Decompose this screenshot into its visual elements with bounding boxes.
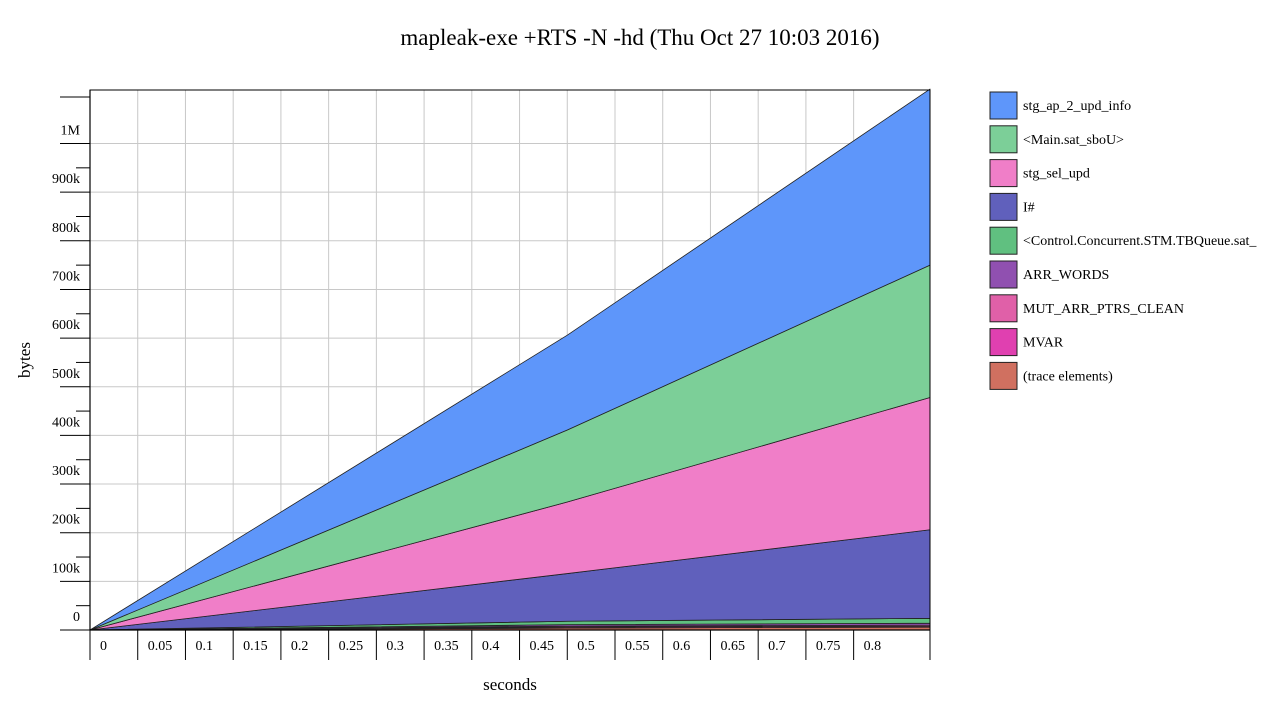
x-axis-label: seconds (483, 675, 537, 694)
legend-label: stg_ap_2_upd_info (1023, 99, 1131, 114)
x-tick-label: 0.6 (673, 639, 691, 654)
legend-label: (trace elements) (1023, 369, 1113, 384)
y-tick-label: 600k (52, 318, 80, 333)
legend-label: <Main.sat_sboU> (1023, 133, 1124, 148)
y-tick-label: 100k (52, 561, 80, 576)
y-tick-label: 900k (52, 172, 80, 187)
y-axis-ticks: 0 100k 200k 300k 400k 500k 600k 700k 800k 900k 1M (52, 96, 90, 631)
x-tick-label: 0.2 (291, 639, 309, 654)
x-tick-label: 0.5 (577, 639, 595, 654)
legend-label: MVAR (1023, 336, 1064, 351)
x-tick-label: 0.45 (530, 639, 555, 654)
x-tick-label: 0.05 (148, 639, 173, 654)
axes (89, 89, 931, 631)
x-tick-label: 0.7 (768, 639, 786, 654)
legend-label: stg_sel_upd (1023, 167, 1090, 182)
x-tick-label: 0.8 (864, 639, 882, 654)
y-tick-label: 0 (73, 610, 80, 625)
legend-swatch (989, 328, 1018, 357)
y-axis-label: bytes (15, 342, 34, 378)
x-tick-label: 0.35 (434, 639, 459, 654)
legend-label: ARR_WORDS (1023, 268, 1109, 283)
y-tick-label: 500k (52, 367, 80, 382)
legend: stg_ap_2_upd_info <Main.sat_sboU> stg_sel_… (989, 91, 1257, 390)
x-axis-ticks: 0 0.05 0.1 0.15 0.2 0.25 0.3 0.35 0.4 0.45 0.5 0.55… (89, 630, 931, 660)
legend-label: <Control.Concurrent.STM.TBQueue.sat_ (1023, 234, 1257, 249)
stacked-areas (89, 88, 931, 631)
legend-swatch (989, 226, 1018, 255)
y-tick-label: 300k (52, 464, 80, 479)
chart-title: mapleak-exe +RTS -N -hd (Thu Oct 27 10:0… (400, 25, 879, 50)
legend-swatch (989, 192, 1018, 221)
x-tick-label: 0 (100, 639, 107, 654)
x-tick-label: 0.25 (339, 639, 364, 654)
y-tick-label: 200k (52, 513, 80, 528)
x-tick-label: 0.55 (625, 639, 650, 654)
y-tick-label: 400k (52, 415, 80, 430)
x-tick-label: 0.15 (243, 639, 268, 654)
x-tick-label: 0.3 (386, 639, 404, 654)
x-tick-label: 0.1 (195, 639, 213, 654)
y-tick-label: 1M (61, 124, 81, 139)
legend-swatch (989, 361, 1018, 390)
legend-label: I# (1023, 200, 1035, 215)
x-tick-label: 0.65 (720, 639, 745, 654)
legend-label: MUT_ARR_PTRS_CLEAN (1023, 302, 1184, 317)
legend-swatch (989, 294, 1018, 323)
legend-swatch (989, 159, 1018, 188)
legend-swatch (989, 91, 1018, 120)
legend-swatch (989, 260, 1018, 289)
legend-swatch (989, 125, 1018, 154)
y-tick-label: 700k (52, 269, 80, 284)
x-tick-label: 0.4 (482, 639, 500, 654)
y-tick-label: 800k (52, 221, 80, 236)
x-tick-label: 0.75 (816, 639, 841, 654)
